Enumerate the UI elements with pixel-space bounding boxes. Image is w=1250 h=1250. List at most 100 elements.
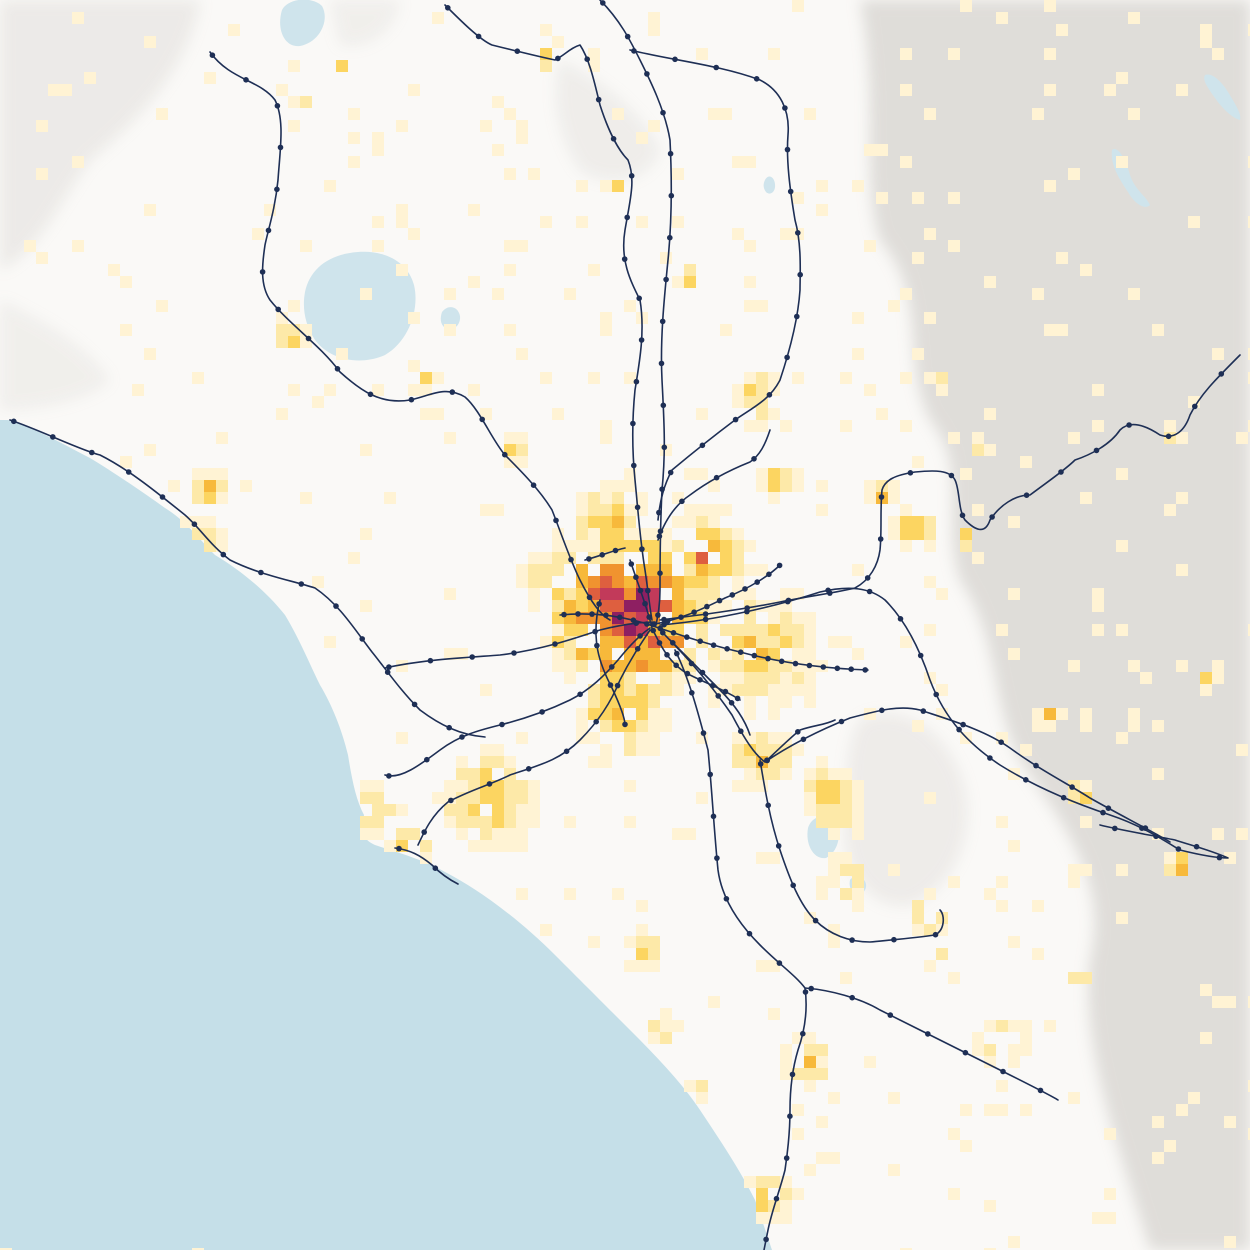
rail-station[interactable] [511, 650, 517, 656]
rail-station[interactable] [959, 512, 966, 519]
rail-station[interactable] [656, 640, 663, 646]
rail-station[interactable] [723, 896, 730, 902]
rail-line-fr3-viterbo[interactable] [209, 51, 611, 621]
rail-station[interactable] [577, 691, 583, 698]
rail-station[interactable] [125, 469, 132, 475]
rail-station[interactable] [274, 186, 280, 193]
rail-station[interactable] [679, 498, 685, 505]
rail-station[interactable] [722, 688, 729, 695]
rail-station[interactable] [427, 657, 434, 664]
rail-station[interactable] [933, 691, 939, 698]
rail-station[interactable] [658, 360, 665, 367]
rail-station[interactable] [656, 533, 663, 539]
rail-station[interactable] [776, 960, 783, 966]
rail-station[interactable] [714, 855, 720, 861]
rail-station[interactable] [670, 640, 676, 646]
rail-station[interactable] [651, 621, 657, 628]
rail-station[interactable] [948, 472, 955, 479]
rail-station[interactable] [644, 71, 650, 77]
rail-station[interactable] [713, 64, 719, 71]
rail-line-fiumicino-fl1[interactable] [384, 627, 651, 777]
rail-station[interactable] [220, 551, 227, 558]
rail-station[interactable] [664, 618, 671, 624]
rail-station[interactable] [596, 601, 602, 607]
rail-station[interactable] [792, 660, 799, 667]
rail-station[interactable] [897, 616, 904, 622]
rail-station[interactable] [659, 318, 666, 325]
rail-station[interactable] [386, 773, 392, 779]
rail-station[interactable] [459, 734, 465, 740]
rail-station[interactable] [622, 721, 628, 728]
rail-station[interactable] [672, 56, 678, 63]
rail-station[interactable] [603, 612, 609, 618]
rail-station[interactable] [563, 748, 570, 755]
rail-station[interactable] [539, 709, 545, 715]
rail-line-orte-fl1[interactable] [657, 429, 771, 541]
rail-station[interactable] [89, 449, 95, 456]
rail-station[interactable] [638, 337, 645, 343]
rail-line-ostia[interactable] [394, 629, 651, 885]
rail-station[interactable] [1037, 1087, 1044, 1094]
rail-station[interactable] [710, 642, 717, 648]
rail-station[interactable] [742, 586, 748, 592]
rail-station[interactable] [265, 227, 272, 234]
rail-station[interactable] [1112, 825, 1118, 832]
rail-station[interactable] [258, 569, 264, 576]
rail-station[interactable] [645, 587, 651, 594]
rail-station[interactable] [825, 587, 831, 594]
rail-station[interactable] [787, 1113, 793, 1119]
rail-station[interactable] [729, 592, 736, 598]
rail-station[interactable] [987, 755, 993, 761]
rail-station[interactable] [660, 630, 666, 636]
rail-line-south-nettuno[interactable] [763, 987, 807, 1250]
rail-station[interactable] [396, 845, 402, 852]
rail-station[interactable] [593, 718, 599, 725]
rail-station[interactable] [704, 603, 710, 610]
rail-station[interactable] [448, 797, 454, 804]
rail-station[interactable] [1033, 762, 1039, 769]
rail-station[interactable] [789, 1071, 796, 1078]
rail-station[interactable] [586, 594, 593, 601]
rail-station[interactable] [617, 614, 623, 621]
rail-station[interactable] [849, 994, 855, 1001]
rail-station[interactable] [421, 829, 428, 835]
rail-station[interactable] [697, 638, 703, 644]
rail-station[interactable] [699, 669, 706, 676]
rail-station[interactable] [776, 562, 783, 569]
rail-station[interactable] [1000, 1068, 1006, 1075]
rail-station[interactable] [408, 396, 415, 403]
rail-station[interactable] [862, 667, 868, 673]
rail-station[interactable] [764, 757, 770, 764]
rail-line-south-east-b[interactable] [669, 639, 751, 736]
rail-station[interactable] [848, 666, 854, 672]
rail-station[interactable] [650, 627, 656, 634]
rail-station[interactable] [754, 579, 760, 585]
rail-station[interactable] [700, 730, 707, 736]
rail-station[interactable] [702, 611, 709, 617]
rail-station[interactable] [778, 658, 785, 665]
rail-station[interactable] [624, 33, 631, 40]
rail-station[interactable] [738, 728, 744, 734]
rail-station[interactable] [751, 652, 758, 659]
rail-station[interactable] [800, 1030, 806, 1037]
rail-station[interactable] [639, 546, 645, 552]
rail-station[interactable] [589, 611, 595, 617]
rail-station[interactable] [773, 1195, 780, 1202]
rail-station[interactable] [586, 556, 592, 562]
rail-station[interactable] [607, 682, 614, 688]
rail-station[interactable] [668, 192, 675, 199]
rail-station[interactable] [784, 598, 791, 605]
rail-station[interactable] [367, 391, 374, 398]
rail-station[interactable] [689, 690, 695, 696]
rail-station[interactable] [637, 633, 643, 639]
rail-station[interactable] [1126, 422, 1132, 428]
rail-station[interactable] [610, 136, 617, 142]
rail-station[interactable] [628, 173, 635, 179]
rail-station[interactable] [790, 882, 796, 889]
rail-station[interactable] [575, 611, 581, 617]
rail-station[interactable] [674, 650, 680, 657]
rail-station[interactable] [469, 654, 476, 660]
rail-station[interactable] [432, 865, 439, 871]
rail-station[interactable] [709, 682, 716, 689]
rail-station[interactable] [631, 462, 637, 469]
